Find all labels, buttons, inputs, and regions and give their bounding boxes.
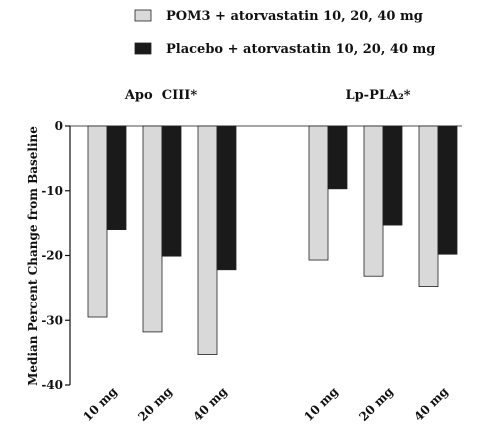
group-label-apo-ciii: Apo CIII* (124, 88, 197, 103)
x-tick-label: 20 mg (356, 384, 396, 424)
y-axis-label: Median Percent Change from Baseline (26, 126, 40, 386)
legend-swatch-placebo (134, 42, 152, 55)
bar-pom3 (197, 125, 218, 355)
x-tick-label: 40 mg (190, 384, 230, 424)
x-tick-label: 10 mg (80, 384, 120, 424)
bar-placebo (437, 125, 458, 255)
bar-placebo (106, 125, 127, 230)
legend-item-pom3: POM3 + atorvastatin 10, 20, 40 mg (134, 9, 423, 24)
x-tick-label: 20 mg (135, 384, 175, 424)
legend: POM3 + atorvastatin 10, 20, 40 mg Placeb… (134, 9, 435, 57)
bar-placebo (382, 125, 403, 226)
bar-pom3 (308, 125, 329, 261)
y-tick-label: -40 (41, 378, 63, 392)
y-tick-label: -20 (41, 249, 63, 263)
y-tick-label: 0 (55, 119, 63, 133)
bar-pom3 (87, 125, 108, 318)
bar-pom3 (363, 125, 384, 277)
x-tick-labels: 10 mg 20 mg 40 mg 10 mg 20 mg 40 mg (80, 384, 451, 424)
bar-placebo (327, 125, 348, 190)
legend-label-pom3: POM3 + atorvastatin 10, 20, 40 mg (166, 9, 423, 24)
legend-item-placebo: Placebo + atorvastatin 10, 20, 40 mg (134, 42, 435, 57)
x-tick-label: 40 mg (411, 384, 451, 424)
legend-swatch-pom3 (134, 9, 152, 22)
bars (70, 125, 462, 355)
y-tick-label: -30 (41, 313, 63, 327)
group-label-lp-pla2: Lp-PLA₂* (345, 88, 410, 103)
bar-pom3 (142, 125, 163, 333)
y-tick-label: -10 (41, 184, 63, 198)
bar-pom3 (418, 125, 439, 287)
bar-placebo (216, 125, 237, 271)
y-axis: 0 -10 -20 -30 -40 (41, 119, 71, 392)
x-tick-label: 10 mg (301, 384, 341, 424)
legend-label-placebo: Placebo + atorvastatin 10, 20, 40 mg (166, 42, 435, 57)
bar-placebo (161, 125, 182, 257)
